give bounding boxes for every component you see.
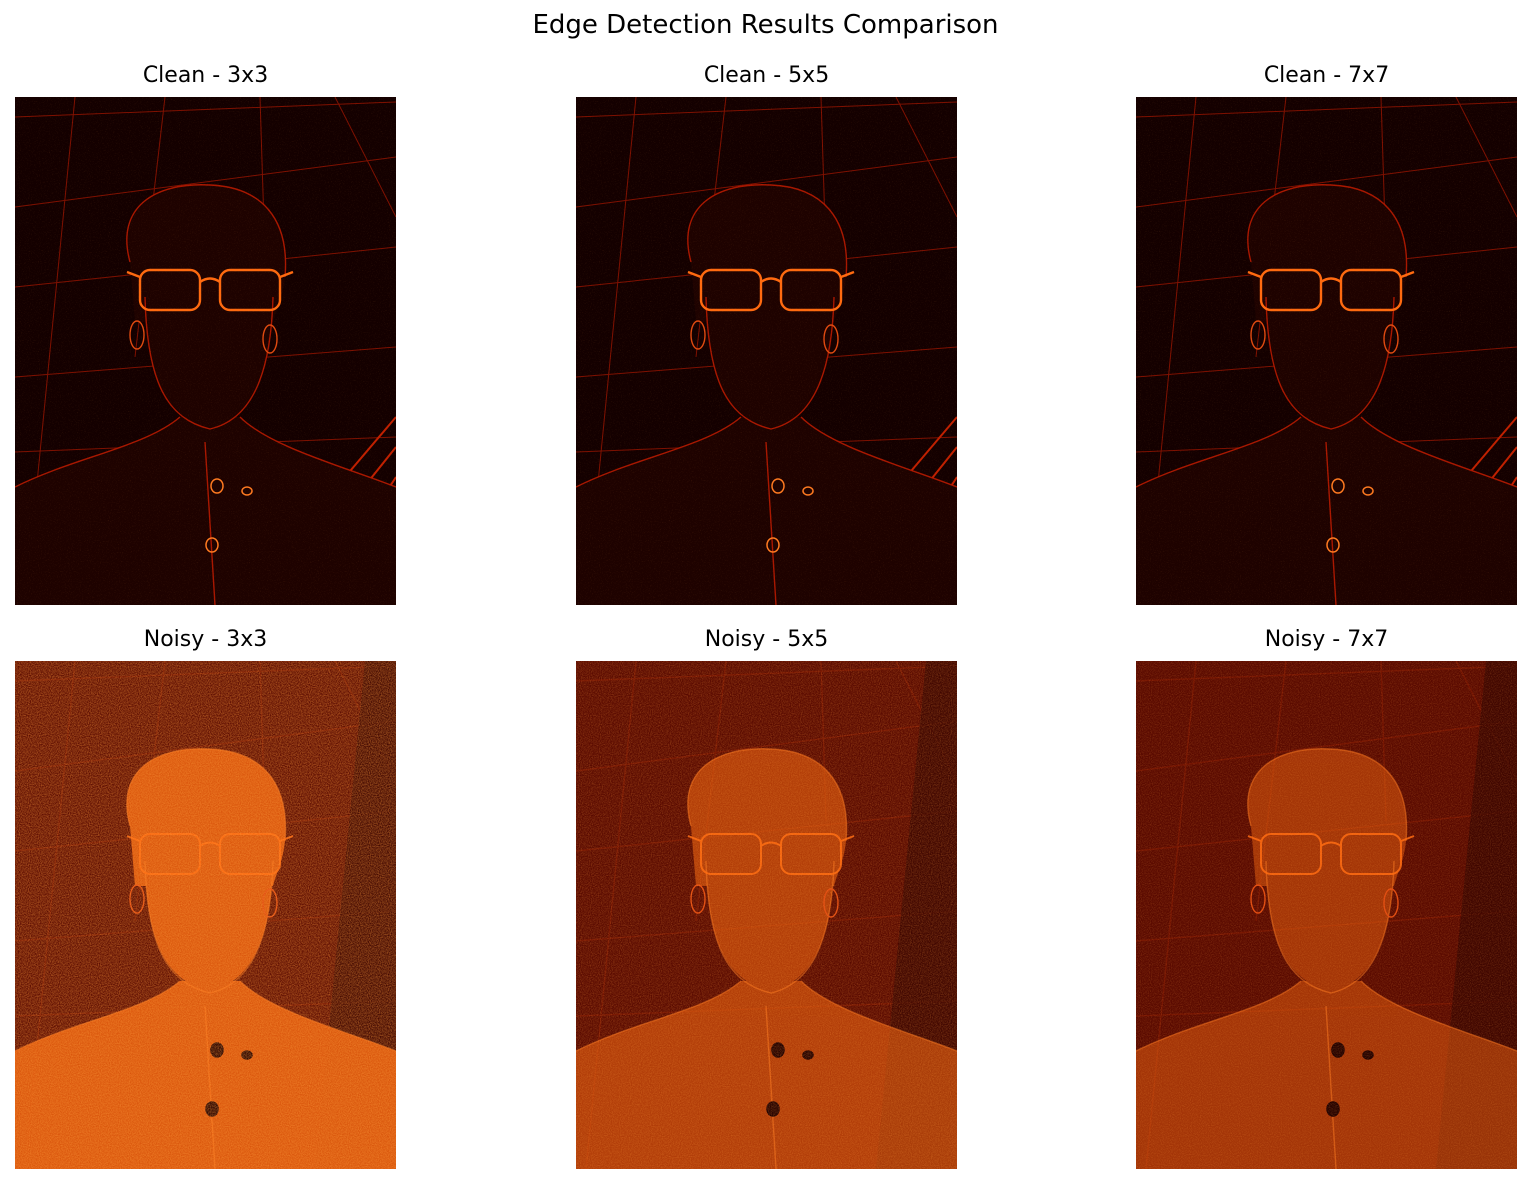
edge-map-image (1136, 661, 1517, 1169)
figure-title: Edge Detection Results Comparison (532, 10, 999, 40)
panel-title-noisy-7x7: Noisy - 7x7 (1264, 627, 1389, 652)
edge-map-image (15, 661, 396, 1169)
image-panel-clean-5x5 (576, 97, 957, 605)
noise-texture (1136, 97, 1517, 605)
panel-title-clean-5x5: Clean - 5x5 (703, 63, 830, 88)
image-panel-noisy-7x7 (1136, 661, 1517, 1169)
edge-map-image (576, 661, 957, 1169)
panel-title-noisy-5x5: Noisy - 5x5 (704, 627, 829, 652)
image-panel-clean-7x7 (1136, 97, 1517, 605)
image-panel-clean-3x3 (15, 97, 396, 605)
panel-title-noisy-3x3: Noisy - 3x3 (143, 627, 268, 652)
noise-texture (576, 661, 957, 1169)
noise-texture (15, 661, 396, 1169)
panel-title-clean-7x7: Clean - 7x7 (1263, 63, 1390, 88)
image-panel-noisy-3x3 (15, 661, 396, 1169)
image-panel-noisy-5x5 (576, 661, 957, 1169)
edge-map-image (576, 97, 957, 605)
noise-texture (15, 97, 396, 605)
edge-map-image (1136, 97, 1517, 605)
noise-texture (1136, 661, 1517, 1169)
edge-map-image (15, 97, 396, 605)
noise-texture (576, 97, 957, 605)
panel-title-clean-3x3: Clean - 3x3 (142, 63, 269, 88)
